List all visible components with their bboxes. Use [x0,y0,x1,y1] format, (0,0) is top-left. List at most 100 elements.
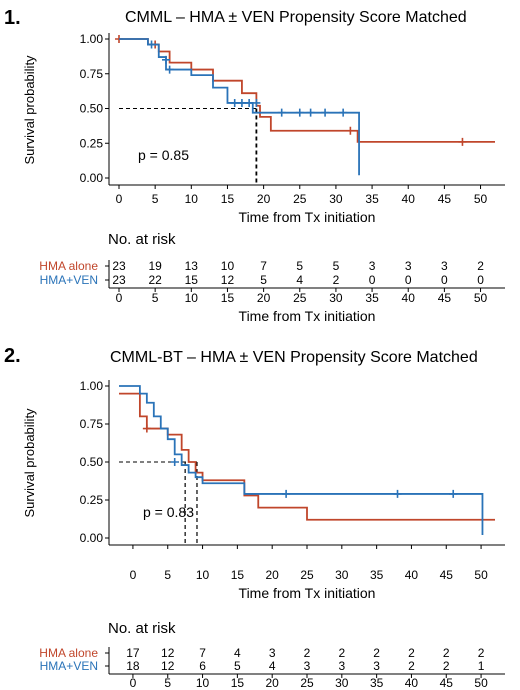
risk-x-tick-label: 0 [130,676,137,690]
panel-number: 2. [4,345,21,367]
risk-count: 3 [405,259,412,273]
y-axis-label: Survival probability [22,55,37,165]
x-tick-label: 20 [266,568,280,582]
y-tick-label: 0.25 [80,136,104,150]
risk-row-label: HMA+VEN [40,273,98,287]
risk-x-tick-label: 25 [300,676,314,690]
risk-count: 17 [126,646,140,660]
censor-mark [306,108,315,117]
risk-count: 3 [304,659,311,673]
risk-count: 2 [477,259,484,273]
risk-count: 4 [296,273,303,287]
risk-x-tick-label: 50 [474,291,488,305]
x-tick-label: 5 [152,192,159,206]
risk-count: 2 [478,646,485,660]
risk-count: 12 [221,273,235,287]
risk-count: 3 [369,259,376,273]
censor-mark [393,489,402,498]
risk-count: 23 [112,273,126,287]
risk-count: 0 [441,273,448,287]
risk-row-label: HMA alone [39,259,98,273]
x-tick-label: 10 [196,568,210,582]
censor-mark [147,40,156,49]
risk-row-label: HMA+VEN [40,659,98,673]
risk-x-tick-label: 30 [335,676,349,690]
censor-mark [237,98,246,107]
risk-count: 5 [234,659,241,673]
risk-count: 3 [269,646,276,660]
censor-mark [295,108,304,117]
x-tick-label: 15 [231,568,245,582]
risk-count: 7 [199,646,206,660]
risk-x-tick-label: 5 [164,676,171,690]
risk-count: 2 [408,659,415,673]
censor-mark [321,108,330,117]
risk-count: 2 [443,659,450,673]
risk-count: 13 [185,259,199,273]
x-tick-label: 45 [438,192,452,206]
censor-mark [277,108,286,117]
x-tick-label: 0 [116,192,123,206]
risk-x-tick-label: 5 [152,291,159,305]
risk-count: 15 [185,273,199,287]
x-tick-label: 40 [402,192,416,206]
risk-x-tick-label: 45 [440,676,454,690]
risk-count: 5 [296,259,303,273]
x-tick-label: 30 [329,192,343,206]
y-tick-label: 0.75 [80,417,104,431]
chart-title: CMML – HMA ± VEN Propensity Score Matche… [125,9,467,26]
risk-count: 2 [338,646,345,660]
chart-title: CMML-BT – HMA ± VEN Propensity Score Mat… [110,349,478,366]
risk-count: 2 [333,273,340,287]
x-tick-label: 25 [300,568,314,582]
risk-x-axis-label: Time from Tx initiation [239,308,376,324]
risk-table-title: No. at risk [108,231,176,248]
censor-mark [142,424,151,433]
risk-x-tick-label: 0 [116,291,123,305]
y-tick-label: 0.00 [80,171,104,185]
risk-count: 5 [333,259,340,273]
risk-x-tick-label: 15 [231,676,245,690]
y-tick-label: 1.00 [80,32,104,46]
x-tick-label: 50 [474,568,488,582]
risk-count: 2 [408,646,415,660]
risk-x-tick-label: 10 [196,676,210,690]
km-curve-hma-ven [119,385,484,535]
panel-number: 1. [4,7,21,29]
risk-count: 19 [148,259,162,273]
risk-count: 12 [161,646,175,660]
x-tick-label: 10 [185,192,199,206]
risk-count: 6 [199,659,206,673]
risk-x-tick-label: 45 [438,291,452,305]
risk-x-tick-label: 35 [365,291,379,305]
x-tick-label: 20 [257,192,271,206]
risk-count: 3 [373,659,380,673]
risk-x-tick-label: 35 [370,676,384,690]
censor-mark [282,489,291,498]
x-tick-label: 0 [130,568,137,582]
risk-count: 2 [443,646,450,660]
km-panel-1: 1. CMML – HMA ± VEN Propensity Score Matc… [4,7,505,225]
risk-count: 4 [234,646,241,660]
risk-count: 22 [148,273,162,287]
censor-mark [252,98,261,107]
censor-mark [162,55,170,64]
x-tick-label: 5 [164,568,171,582]
km-curve-hma-alone [119,38,495,143]
x-tick-label: 15 [221,192,235,206]
risk-table-title: No. at risk [108,620,176,637]
censor-mark [339,108,348,117]
x-tick-label: 50 [474,192,488,206]
risk-count: 4 [269,659,276,673]
risk-x-tick-label: 15 [221,291,235,305]
risk-x-tick-label: 20 [257,291,271,305]
x-tick-label: 30 [335,568,349,582]
risk-x-tick-label: 30 [329,291,343,305]
y-tick-label: 1.00 [80,379,104,393]
risk-count: 3 [338,659,345,673]
risk-count: 12 [161,659,175,673]
risk-x-tick-label: 20 [266,676,280,690]
risk-x-tick-label: 25 [293,291,307,305]
